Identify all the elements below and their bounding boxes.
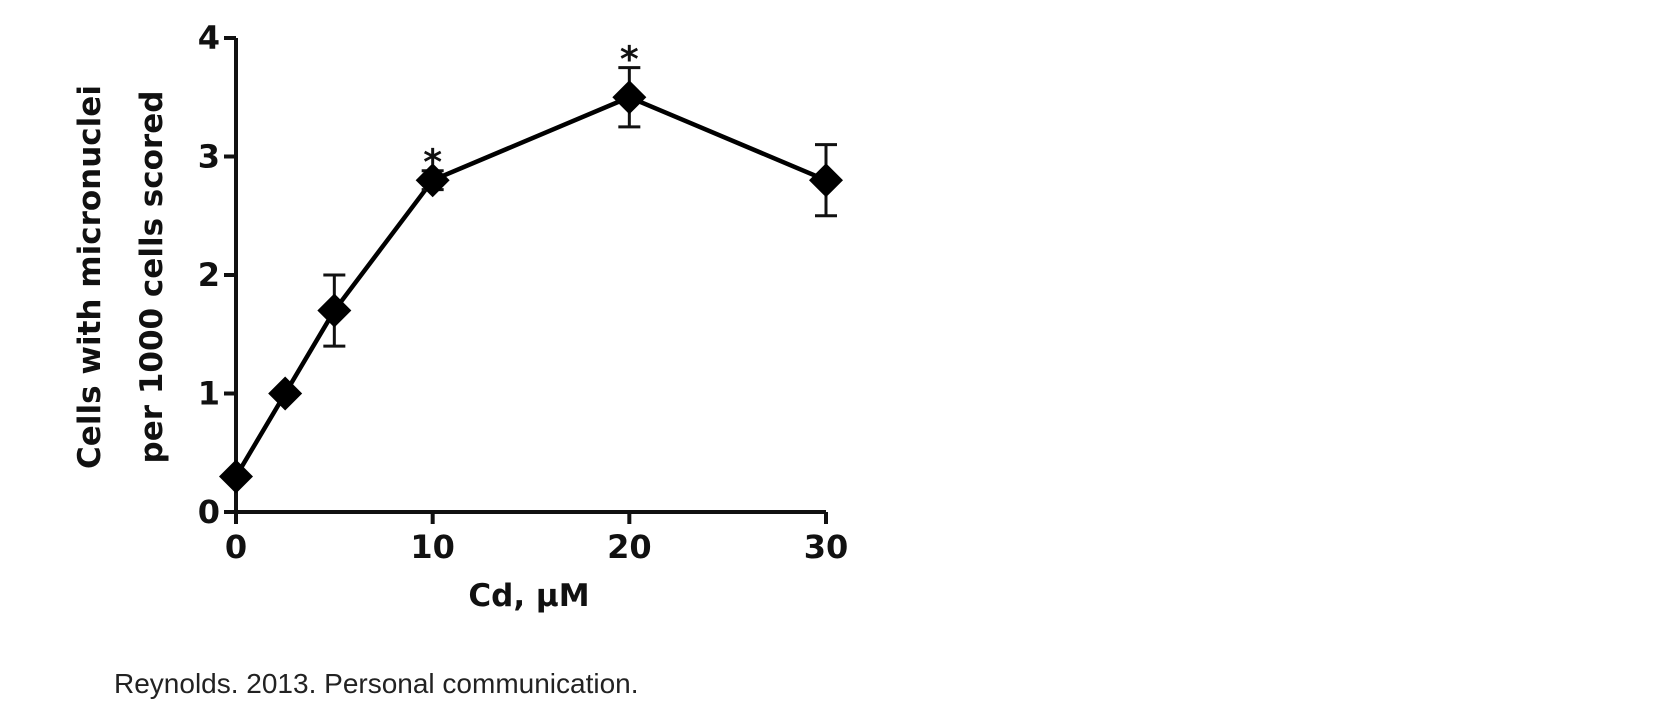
data-point-marker <box>317 293 352 328</box>
y-tick-label: 2 <box>198 256 220 294</box>
y-axis-title: Cells with micronuclei per 1000 cells sco… <box>72 85 170 469</box>
x-axis-title: Cd, μM <box>468 578 589 614</box>
y-tick-label: 0 <box>198 493 220 531</box>
x-tick-label: 0 <box>225 528 247 566</box>
series-line <box>234 95 827 478</box>
y-tick-label: 3 <box>198 138 220 176</box>
data-point-marker <box>809 163 843 198</box>
y-tick-label: 1 <box>198 375 220 413</box>
y-ticks: 0 1 2 3 4 <box>198 19 236 531</box>
y-axis-title-line: Cells with micronuclei <box>72 85 108 469</box>
x-tick-label: 30 <box>804 528 849 566</box>
series-layer <box>219 66 843 494</box>
x-tick-label: 10 <box>410 528 455 566</box>
axes <box>234 38 826 514</box>
significance-marker: * <box>423 143 442 184</box>
x-ticks: 0 10 20 30 <box>225 512 848 566</box>
data-point-marker <box>612 80 647 115</box>
significance-marker: * <box>620 40 639 81</box>
y-axis-title-line: per 1000 cells scored <box>134 91 170 464</box>
figure-caption: Reynolds. 2013. Personal communication. <box>114 668 639 699</box>
annotation-layer: ** <box>423 40 639 184</box>
data-point-marker <box>268 376 303 411</box>
y-tick-label: 4 <box>198 19 220 57</box>
data-point-marker <box>415 163 450 198</box>
data-point-marker <box>219 459 253 494</box>
x-tick-label: 20 <box>607 528 652 566</box>
